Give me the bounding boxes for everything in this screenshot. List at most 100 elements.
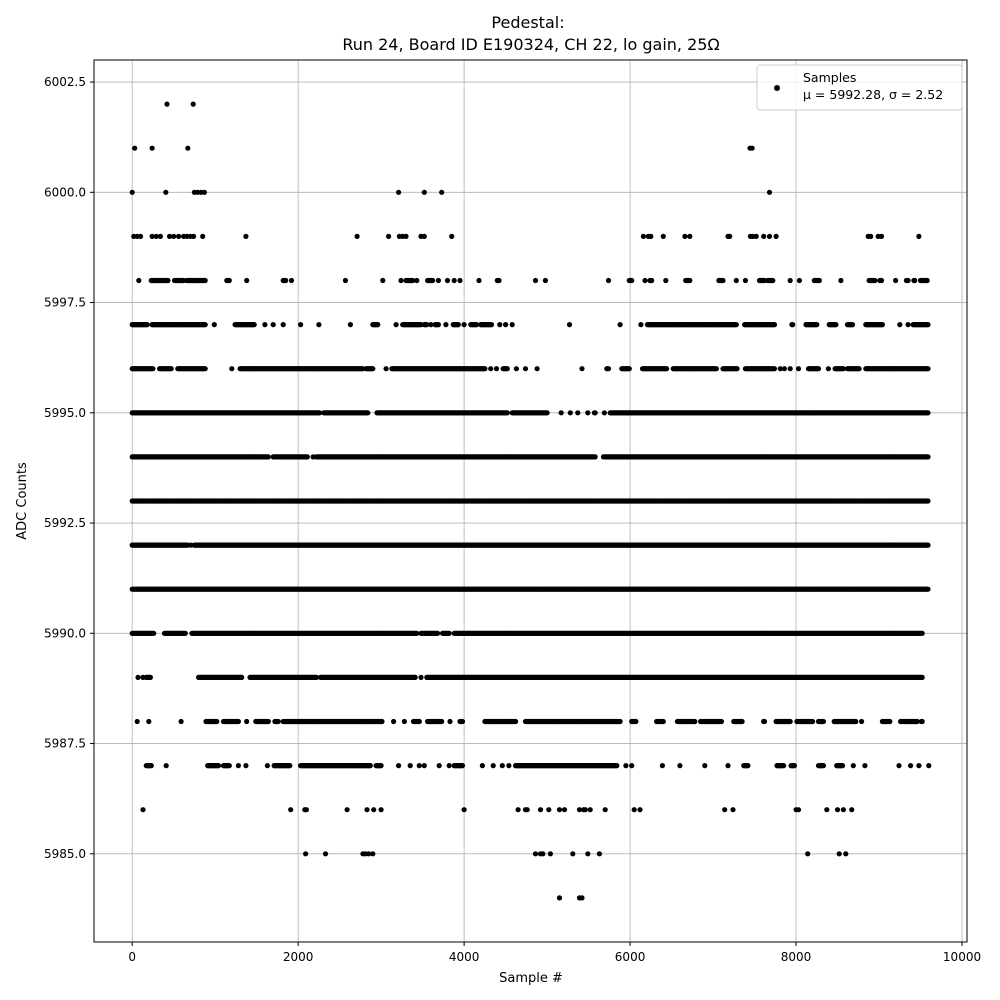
data-point <box>605 366 612 372</box>
data-point <box>421 233 427 239</box>
data-point <box>773 233 779 239</box>
data-point <box>585 410 591 416</box>
data-point <box>790 322 796 328</box>
data-point <box>838 277 844 284</box>
data-point <box>354 233 360 239</box>
data-point <box>534 366 540 372</box>
data-point <box>164 101 170 107</box>
data-point <box>816 277 822 284</box>
data-point <box>925 498 931 504</box>
data-point <box>132 145 138 151</box>
data-point <box>916 233 922 239</box>
data-point <box>202 322 208 328</box>
data-point <box>733 277 739 284</box>
data-point <box>191 233 197 239</box>
data-point <box>663 277 669 284</box>
data-point <box>380 277 386 284</box>
data-point <box>766 189 773 195</box>
data-point <box>439 189 445 195</box>
data-point <box>265 454 271 460</box>
data-point <box>787 366 793 372</box>
data-point <box>825 366 832 372</box>
data-point <box>642 277 648 284</box>
data-point <box>727 233 733 239</box>
data-point <box>781 366 788 372</box>
data-point <box>905 277 911 284</box>
data-point <box>410 277 416 284</box>
data-point <box>849 322 856 328</box>
data-point <box>200 233 206 239</box>
data-point <box>496 277 502 284</box>
data-point <box>660 233 666 239</box>
data-point <box>509 322 515 328</box>
data-point <box>878 277 885 284</box>
data-point <box>150 366 156 372</box>
data-point <box>893 277 899 284</box>
data-point <box>288 277 295 284</box>
data-point <box>766 233 773 239</box>
data-point <box>522 366 529 372</box>
data-point <box>912 277 918 284</box>
data-point <box>924 277 930 284</box>
data-point <box>713 366 720 372</box>
data-point <box>513 366 520 372</box>
data-point <box>136 277 142 284</box>
data-point <box>190 101 196 107</box>
data-point <box>575 410 581 416</box>
data-point <box>375 322 381 328</box>
data-point <box>347 322 353 328</box>
data-point <box>226 277 232 284</box>
data-point <box>457 277 463 284</box>
data-point <box>856 366 862 372</box>
data-point <box>144 322 150 328</box>
data-point <box>504 410 510 416</box>
data-point <box>753 233 759 239</box>
data-point <box>444 277 451 284</box>
data-point <box>629 277 635 284</box>
data-point <box>796 277 803 284</box>
data-point <box>304 454 310 460</box>
data-point <box>403 233 409 239</box>
data-point <box>878 233 885 239</box>
data-point <box>370 366 376 372</box>
data-point <box>638 322 644 328</box>
data-point <box>396 189 402 195</box>
chart-title: Pedestal: <box>491 13 564 32</box>
data-point <box>428 322 434 328</box>
data-point <box>455 322 461 328</box>
data-point <box>316 322 322 328</box>
data-point <box>493 366 500 372</box>
data-point <box>771 366 778 372</box>
data-point <box>149 233 155 239</box>
data-point <box>770 277 776 284</box>
data-point <box>211 322 217 328</box>
data-point <box>129 189 135 195</box>
data-point <box>283 277 289 284</box>
data-point <box>567 410 573 416</box>
data-point <box>925 454 931 460</box>
data-point <box>814 322 820 328</box>
data-point <box>733 322 739 328</box>
data-point <box>787 277 793 284</box>
data-point <box>488 322 495 328</box>
data-point <box>742 277 749 284</box>
data-point <box>734 366 740 372</box>
data-point <box>879 322 886 328</box>
data-point <box>185 145 191 151</box>
data-point <box>558 410 564 416</box>
data-point <box>157 233 163 239</box>
data-point <box>682 233 688 239</box>
data-point <box>165 277 171 284</box>
data-point <box>443 322 449 328</box>
data-point <box>761 233 767 239</box>
data-point <box>605 277 612 284</box>
data-point <box>451 277 457 284</box>
data-point <box>482 366 488 372</box>
data-point <box>137 233 144 239</box>
data-point <box>504 366 510 372</box>
data-point <box>424 322 430 328</box>
data-point <box>342 277 348 284</box>
data-point <box>833 322 839 328</box>
data-point <box>202 366 208 372</box>
